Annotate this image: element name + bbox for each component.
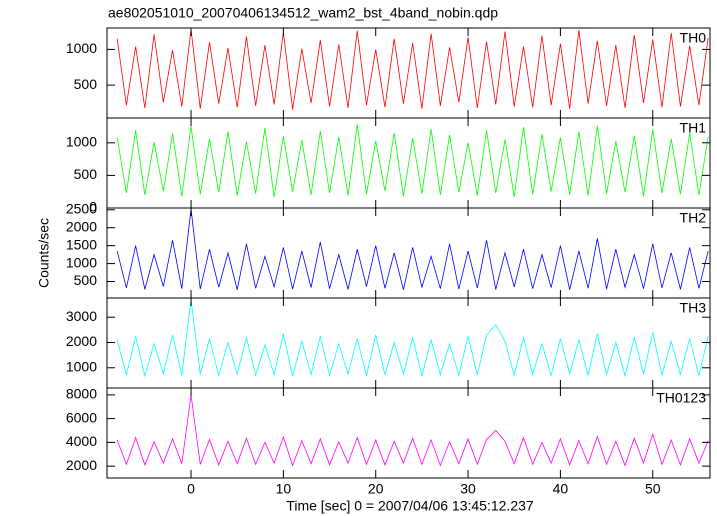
panel-label: TH1	[680, 120, 707, 136]
y-tick-label: 2500	[66, 200, 97, 216]
x-tick-label: 50	[645, 481, 661, 497]
x-tick-label: 30	[460, 481, 476, 497]
y-tick-label: 1000	[66, 40, 97, 56]
light-curve	[116, 29, 709, 110]
x-axis-label: Time [sec] 0 = 2007/04/06 13:45:12.237	[286, 498, 534, 514]
y-tick-label: 500	[74, 166, 98, 182]
light-curve	[116, 299, 709, 378]
y-tick-label: 3000	[66, 308, 97, 324]
light-curve	[116, 124, 709, 197]
panel-label: TH0	[680, 30, 707, 46]
y-tick-label: 1000	[66, 254, 97, 270]
x-tick-label: 40	[553, 481, 569, 497]
y-tick-label: 1000	[66, 133, 97, 149]
panel-label: TH3	[680, 300, 707, 316]
panel-label: TH2	[680, 210, 707, 226]
panel-frame	[106, 297, 711, 389]
panel-frame	[106, 207, 711, 299]
y-tick-label: 0	[89, 199, 97, 215]
y-tick-label: 8000	[66, 386, 97, 402]
y-tick-label: 1000	[66, 358, 97, 374]
y-tick-label: 2000	[66, 218, 97, 234]
light-curve	[116, 209, 709, 290]
panel-label: TH0123	[656, 390, 706, 406]
y-tick-label: 500	[74, 76, 98, 92]
y-axis-label: Counts/sec	[36, 218, 52, 288]
x-tick-label: 10	[276, 481, 292, 497]
panel-frame	[106, 387, 711, 479]
light-curve	[116, 394, 709, 467]
y-tick-label: 2000	[66, 333, 97, 349]
chart-title: ae802051010_20070406134512_wam2_bst_4ban…	[108, 5, 498, 21]
y-tick-label: 6000	[66, 409, 97, 425]
y-tick-label: 2000	[66, 457, 97, 473]
x-tick-label: 0	[187, 481, 195, 497]
y-tick-label: 4000	[66, 433, 97, 449]
y-tick-label: 500	[74, 272, 98, 288]
y-tick-label: 1500	[66, 236, 97, 252]
x-tick-label: 20	[368, 481, 384, 497]
